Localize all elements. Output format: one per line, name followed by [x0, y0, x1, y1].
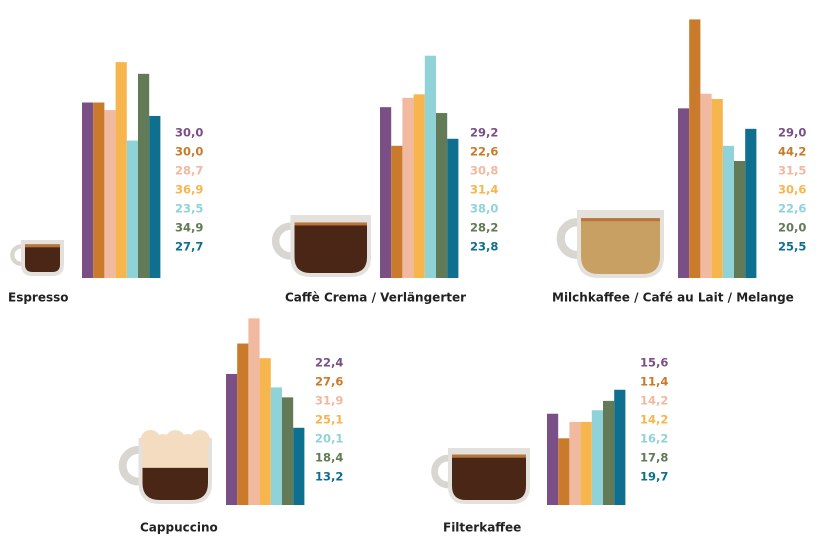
- value-label: 13,2: [315, 470, 343, 484]
- value-label: 17,8: [640, 451, 668, 465]
- bar: [547, 413, 559, 505]
- bar: [614, 389, 626, 505]
- bar: [700, 93, 712, 278]
- bar: [270, 387, 282, 505]
- bar: [93, 102, 105, 278]
- value-label: 16,2: [640, 432, 668, 446]
- bar: [82, 102, 94, 278]
- coffee: [25, 244, 60, 272]
- value-label: 22,6: [778, 202, 806, 216]
- bar: [734, 161, 746, 278]
- bar: [104, 110, 116, 278]
- chart-title: Milchkaffee / Café au Lait / Melange: [552, 291, 794, 305]
- bar: [138, 73, 150, 279]
- value-label: 27,6: [315, 375, 343, 389]
- bar: [424, 55, 436, 279]
- bar: [745, 128, 757, 278]
- value-label: 22,6: [470, 145, 498, 159]
- bar: [436, 113, 448, 278]
- bar: [391, 145, 403, 278]
- value-label: 25,1: [315, 413, 343, 427]
- crema: [452, 454, 526, 458]
- value-label: 22,4: [315, 356, 343, 370]
- chart-title: Filterkaffee: [443, 521, 521, 535]
- coffee: [294, 222, 367, 273]
- coffee: [452, 454, 526, 500]
- value-label: 30,8: [470, 164, 498, 178]
- chart-title: Espresso: [8, 291, 69, 305]
- bar: [259, 358, 271, 505]
- value-label: 28,2: [470, 221, 498, 235]
- value-label: 29,2: [470, 126, 498, 140]
- bar: [237, 343, 249, 505]
- coffee: [581, 218, 660, 274]
- foam: [142, 442, 208, 468]
- crema: [581, 218, 660, 222]
- bar: [402, 97, 414, 278]
- value-label: 44,2: [778, 145, 806, 159]
- value-label: 14,2: [640, 413, 668, 427]
- value-label: 23,5: [175, 202, 203, 216]
- bar: [558, 438, 570, 505]
- bar: [689, 19, 701, 279]
- bar: [722, 145, 734, 278]
- chart-title: Caffè Crema / Verlängerter: [285, 291, 466, 305]
- bar: [569, 421, 581, 505]
- crema: [294, 222, 367, 226]
- value-label: 31,4: [470, 183, 498, 197]
- value-label: 25,5: [778, 240, 806, 254]
- coffee: [142, 467, 208, 500]
- value-label: 30,0: [175, 145, 203, 159]
- bar: [149, 115, 161, 278]
- bar: [282, 397, 294, 505]
- value-label: 20,1: [315, 432, 343, 446]
- bar: [591, 410, 603, 505]
- bar: [248, 318, 260, 505]
- bar: [413, 94, 425, 278]
- bar: [115, 62, 127, 279]
- bar: [711, 98, 723, 279]
- crema: [25, 244, 60, 248]
- value-label: 31,5: [778, 164, 806, 178]
- value-label: 27,7: [175, 240, 203, 254]
- bar: [603, 400, 615, 505]
- value-label: 30,6: [778, 183, 806, 197]
- bar: [380, 107, 392, 279]
- value-label: 34,9: [175, 221, 203, 235]
- value-label: 38,0: [470, 202, 498, 216]
- value-label: 19,7: [640, 470, 668, 484]
- value-label: 23,8: [470, 240, 498, 254]
- value-label: 28,7: [175, 164, 203, 178]
- bar: [447, 138, 459, 278]
- value-label: 31,9: [315, 394, 343, 408]
- chart-title: Cappuccino: [140, 521, 218, 535]
- bar: [293, 427, 305, 505]
- value-label: 30,0: [175, 126, 203, 140]
- value-label: 18,4: [315, 451, 343, 465]
- value-label: 11,4: [640, 375, 668, 389]
- bar: [126, 140, 138, 278]
- value-label: 20,0: [778, 221, 806, 235]
- bar: [226, 373, 238, 505]
- bar: [580, 421, 592, 505]
- value-label: 36,9: [175, 183, 203, 197]
- value-label: 14,2: [640, 394, 668, 408]
- bar: [678, 108, 690, 278]
- value-label: 15,6: [640, 356, 668, 370]
- value-label: 29,0: [778, 126, 806, 140]
